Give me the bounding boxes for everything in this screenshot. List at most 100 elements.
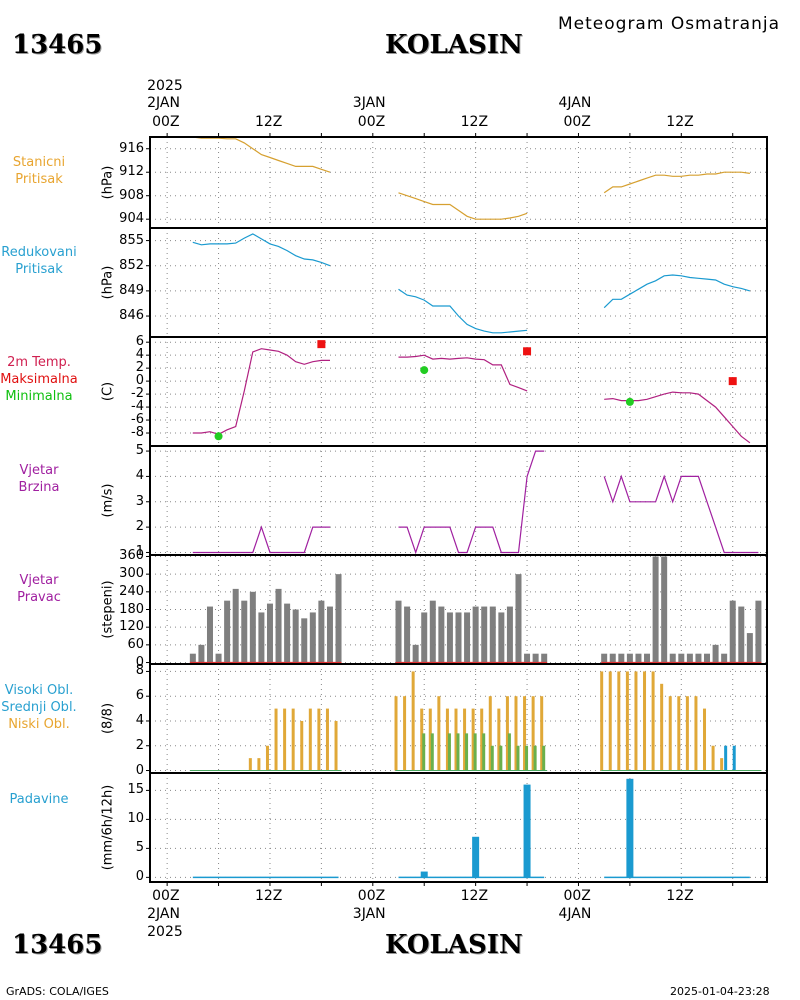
cloud-bar [516, 745, 520, 771]
panel-frame [149, 772, 768, 883]
bottom-date-label: 3JAN [352, 906, 386, 922]
cloud-bar [507, 733, 511, 771]
wind-direction-bar [421, 612, 428, 663]
series-line [604, 391, 751, 444]
data-layer [189, 136, 762, 879]
cloud-bar [447, 733, 451, 771]
y-tick-label: 2 [135, 360, 144, 376]
wind-direction-bar [755, 600, 762, 663]
wind-direction-bar [515, 574, 522, 663]
axis-unit-label: (C) [100, 381, 116, 401]
wind-direction-bar [652, 556, 659, 663]
cloud-bar [317, 708, 321, 771]
panel-frame [149, 445, 768, 556]
y-tick-label: 0 [135, 654, 144, 670]
cloud-bar [488, 696, 492, 771]
top-hour-label: 12Z [460, 114, 489, 130]
wind-direction-bar [224, 600, 231, 663]
y-tick-label: 0 [135, 373, 144, 389]
y-tick-label: 180 [119, 601, 144, 617]
y-tick-label: 60 [127, 636, 144, 652]
wind-direction-bar [498, 612, 505, 663]
y-tick-label: 904 [119, 211, 144, 227]
wind-direction-bar [455, 612, 462, 663]
cloud-bar [668, 696, 672, 771]
wind-direction-bar [746, 633, 753, 663]
top-hour-label: 00Z [357, 114, 386, 130]
y-tick-label: 5 [135, 840, 144, 856]
cloud-bar [248, 758, 252, 771]
top-date-label: 3JAN [352, 95, 386, 111]
axis-unit-label: (8/8) [100, 702, 116, 734]
panel-label: Vjetar [19, 463, 59, 478]
wind-direction-bar [318, 600, 325, 663]
cloud-bar [514, 696, 518, 771]
panel-label: Redukovani [1, 245, 77, 260]
timestamp-text: 2025-01-04-23:28 [670, 985, 770, 998]
wind-direction-bar [395, 600, 402, 663]
top-date-label: 2JAN [147, 95, 180, 111]
cloud-bar [608, 671, 612, 771]
wind-direction-bar [712, 644, 719, 663]
wind-direction-bar [215, 653, 222, 663]
series-line [192, 348, 330, 435]
wind-direction-bar [721, 653, 728, 663]
series-line [398, 192, 528, 220]
axis-unit-label: (mm/6h/12h) [100, 784, 116, 870]
series-line [603, 474, 759, 554]
cloud-bar [505, 696, 509, 771]
top-hour-label: 12Z [254, 114, 283, 130]
wind-direction-bar [609, 653, 616, 663]
cloud-bar [265, 745, 269, 771]
cloud-bar [523, 696, 527, 771]
series-line [398, 450, 545, 555]
axis-unit-label: (stepeni) [100, 579, 116, 639]
panel-label: Pritisak [15, 262, 63, 277]
cloud-bar [482, 733, 486, 771]
series-line [603, 274, 751, 309]
series-line [192, 525, 330, 554]
bottom-hour-label: 00Z [152, 888, 180, 904]
y-tick-label: 3 [135, 493, 144, 509]
bottom-hour-label: 12Z [666, 888, 694, 904]
wind-direction-bar [232, 588, 239, 663]
cloud-bar [651, 671, 655, 771]
top-hour-label: 12Z [666, 114, 694, 130]
wind-direction-bar [335, 574, 342, 663]
cloud-bar [325, 708, 329, 771]
y-tick-label: 4 [135, 347, 144, 363]
cloud-bar [463, 708, 467, 771]
axis-unit-label: (m/s) [100, 483, 116, 517]
cloud-bar [540, 696, 544, 771]
cloud-bar [403, 696, 407, 771]
wind-direction-bar [678, 653, 685, 663]
wind-direction-bar [326, 606, 333, 663]
wind-direction-bar [472, 606, 479, 663]
series-line [398, 288, 528, 334]
axis-unit-label: (hPa) [100, 265, 116, 299]
panel-label: Maksimalna [0, 372, 78, 387]
panel-label: Brzina [18, 480, 60, 495]
bottom-hour-label: 12Z [254, 888, 283, 904]
y-tick-label: 360 [119, 548, 144, 564]
panel-frame [149, 336, 768, 447]
y-tick-label: 2 [135, 519, 144, 535]
wind-direction-bar [446, 612, 453, 663]
top-year-label: 2025 [147, 78, 183, 94]
cloud-bar [465, 733, 469, 771]
cloud-bar [411, 671, 415, 771]
cloud-bar [625, 671, 629, 771]
cloud-bar [291, 708, 295, 771]
wind-direction-bar [249, 591, 256, 663]
panel-label: Padavine [9, 792, 69, 807]
station-id-top: 13465 [12, 30, 103, 60]
wind-direction-bar [258, 612, 265, 663]
cloud-bar [428, 708, 432, 771]
y-tick-label: 855 [119, 232, 144, 248]
cloud-bar [617, 671, 621, 771]
y-tick-label: 849 [119, 282, 144, 298]
bottom-date-label: 2JAN [147, 906, 180, 922]
wind-direction-bar [541, 653, 548, 663]
station-name-bottom: KOLASIN [385, 930, 523, 960]
